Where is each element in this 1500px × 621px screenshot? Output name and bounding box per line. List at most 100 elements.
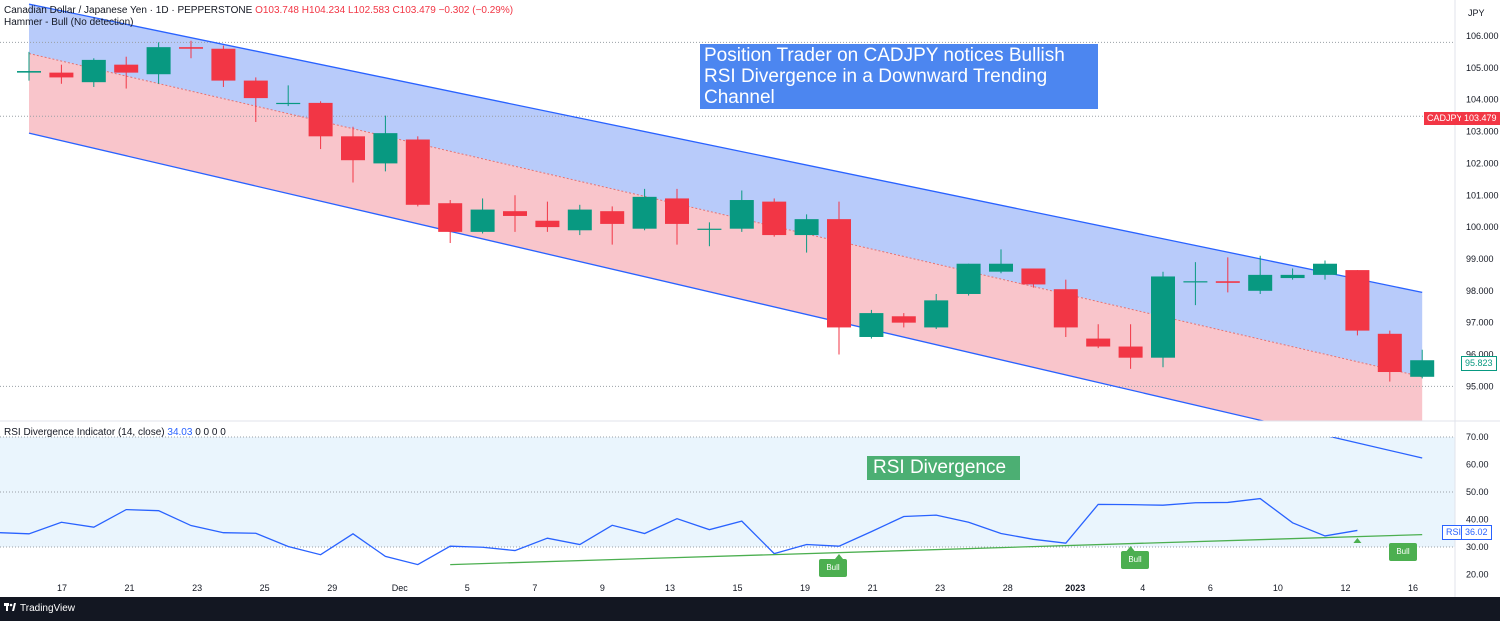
candle-body: [405, 139, 430, 205]
price-tick-label: 97.000: [1466, 318, 1494, 328]
price-tick-label: 106.000: [1466, 31, 1499, 41]
candle-body: [535, 220, 560, 228]
candle-body: [17, 71, 41, 73]
candle-body: [1021, 268, 1046, 285]
x-tick-label: 2023: [1065, 583, 1085, 593]
current-price-tag: 95.823: [1461, 356, 1497, 371]
candle-body: [114, 64, 139, 73]
candle-body: [956, 263, 981, 294]
x-tick-label: 16: [1408, 583, 1418, 593]
tradingview-logo[interactable]: TradingView: [4, 603, 75, 614]
rsi-callout: RSI Divergence: [867, 456, 1020, 480]
candle-body: [924, 300, 949, 328]
bull-signal-marker: [1353, 538, 1362, 543]
x-tick-label: 23: [192, 583, 202, 593]
candle-body: [146, 47, 171, 75]
symbol-price-tag: CADJPY: [1424, 112, 1466, 125]
price-tick-label: 104.000: [1466, 95, 1499, 105]
candle-body: [470, 209, 495, 232]
tradingview-icon: [4, 603, 16, 614]
symbol-legend: Canadian Dollar / Japanese Yen · 1D · PE…: [4, 5, 513, 16]
candle-body: [632, 196, 657, 229]
x-tick-label: 5: [465, 583, 470, 593]
x-tick-label: Dec: [392, 583, 409, 593]
x-tick-label: 28: [1003, 583, 1013, 593]
close-value: C103.479: [392, 5, 436, 16]
x-tick-label: 19: [800, 583, 810, 593]
candle-body: [49, 72, 74, 78]
change-value: −0.302 (−0.29%): [438, 5, 514, 16]
candle-body: [373, 133, 398, 164]
price-tick-label: 99.000: [1466, 254, 1494, 264]
price-tick-label: 105.000: [1466, 63, 1499, 73]
channel-lower-line: [28, 132, 1423, 459]
main-callout: Position Trader on CADJPY notices Bullis…: [700, 44, 1098, 109]
candle-body: [827, 219, 851, 328]
price-tick-label: 95.000: [1466, 381, 1494, 391]
price-tick-label: 96.000: [1466, 350, 1494, 360]
channel-upper-line: [28, 3, 1423, 294]
candle-body: [243, 80, 268, 99]
rsi-tick-label: 30.00: [1466, 542, 1489, 552]
rsi-tag-value: 36.02: [1461, 525, 1492, 540]
candle-body: [697, 228, 722, 230]
candle-body: [1086, 338, 1111, 347]
rsi-line: [0, 497, 1358, 566]
rsi-tick-label: 70.00: [1466, 432, 1489, 442]
channel-upper-zone: [29, 4, 1423, 377]
ohlc-values: O103.748 H104.234 L102.583 C103.479 −0.3…: [255, 5, 513, 16]
candle-body: [341, 136, 365, 161]
candle-body: [1313, 263, 1337, 275]
candle-body: [438, 203, 463, 232]
x-tick-label: 17: [57, 583, 67, 593]
candle-body: [308, 102, 333, 137]
footer-bar: TradingView: [0, 597, 1500, 621]
x-tick-label: 25: [260, 583, 270, 593]
hammer-indicator-legend: Hammer - Bull (No detection): [4, 17, 134, 28]
x-tick-label: 29: [327, 583, 337, 593]
x-tick-label: 10: [1273, 583, 1283, 593]
rsi-tick-label: 50.00: [1466, 487, 1489, 497]
candle-body: [762, 201, 787, 236]
divergence-line: [450, 533, 1423, 566]
rsi-tag-label: RSI: [1442, 525, 1466, 540]
x-tick-label: 9: [600, 583, 605, 593]
candle-body: [567, 209, 592, 231]
x-tick-label: 15: [732, 583, 742, 593]
bull-signal-marker: [1126, 546, 1135, 551]
rsi-legend: RSI Divergence Indicator (14, close) 34.…: [4, 427, 226, 438]
rsi-legend-value: 34.03: [167, 427, 193, 438]
candle-body: [1410, 360, 1435, 377]
price-tick-label: 101.000: [1466, 190, 1499, 200]
price-tick-label: 102.000: [1466, 158, 1499, 168]
candle-body: [794, 219, 819, 236]
symbol-title: Canadian Dollar / Japanese Yen · 1D · PE…: [4, 5, 253, 16]
candle-body: [1345, 270, 1370, 331]
candle-body: [1053, 289, 1078, 328]
rsi-tick-label: 20.00: [1466, 570, 1489, 580]
x-tick-label: 21: [868, 583, 878, 593]
bull-signal-marker: [835, 554, 843, 559]
rsi-tick-label: 60.00: [1466, 460, 1489, 470]
x-tick-label: 21: [125, 583, 135, 593]
candle-body: [1280, 274, 1305, 279]
candle-body: [989, 263, 1013, 272]
candle-body: [503, 211, 527, 216]
tradingview-brand: TradingView: [20, 603, 76, 614]
x-tick-label: 23: [935, 583, 945, 593]
low-value: L102.583: [347, 5, 390, 16]
panel-separator-mask: [0, 421, 1500, 437]
candle-body: [211, 48, 236, 81]
x-tick-label: 13: [665, 583, 675, 593]
bull-signal-badge: Bull: [1389, 543, 1417, 561]
price-tick-label: 103.000: [1466, 127, 1499, 137]
x-tick-label: 6: [1208, 583, 1213, 593]
candle-body: [1215, 281, 1240, 283]
rsi-tick-label: 40.00: [1466, 515, 1489, 525]
x-tick-label: 4: [1140, 583, 1145, 593]
candle-body: [600, 211, 625, 224]
candle-body: [729, 200, 754, 229]
high-value: H104.234: [301, 5, 346, 16]
candle-body: [1183, 281, 1208, 283]
currency-label: JPY: [1468, 8, 1485, 18]
